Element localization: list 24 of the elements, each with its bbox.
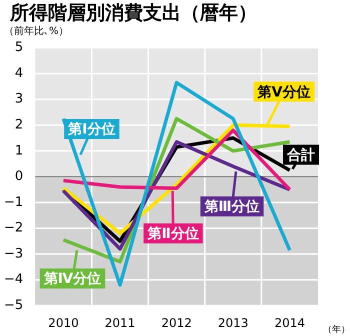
y-tick-label: −1 — [4, 194, 24, 210]
y-tick-label: 1 — [14, 143, 24, 158]
series-label: 第Ⅲ分位 — [203, 198, 260, 215]
y-axis-title: （前年比､%） — [4, 24, 69, 38]
series-label: 第Ⅴ分位 — [256, 84, 310, 100]
y-tick-label: 0 — [14, 169, 24, 184]
x-tick-label: 2011 — [104, 316, 136, 330]
y-tick-label: −2 — [4, 220, 24, 236]
x-tick-label: 2012 — [161, 316, 192, 330]
y-tick-label: 3 — [14, 92, 24, 107]
x-tick-label: 2013 — [218, 316, 248, 330]
x-axis-title: （年） — [323, 324, 350, 336]
chart-title: 所得階層別消費支出（暦年） — [10, 1, 257, 26]
text: 第Ⅱ分位 — [146, 226, 199, 242]
y-tick-label: 2 — [14, 118, 24, 133]
y-tick-label: −4 — [4, 272, 24, 288]
y-tick-label: −3 — [4, 246, 24, 262]
y-tick-label: 4 — [14, 66, 24, 81]
y-tick-label: −5 — [4, 298, 24, 313]
x-tick-label: 2014 — [274, 316, 305, 330]
x-tick-label: 2010 — [48, 316, 79, 330]
series-label: 第Ⅰ分位 — [67, 122, 116, 138]
y-tick-label: 5 — [14, 40, 24, 56]
series-label: 第Ⅳ分位 — [42, 271, 102, 288]
